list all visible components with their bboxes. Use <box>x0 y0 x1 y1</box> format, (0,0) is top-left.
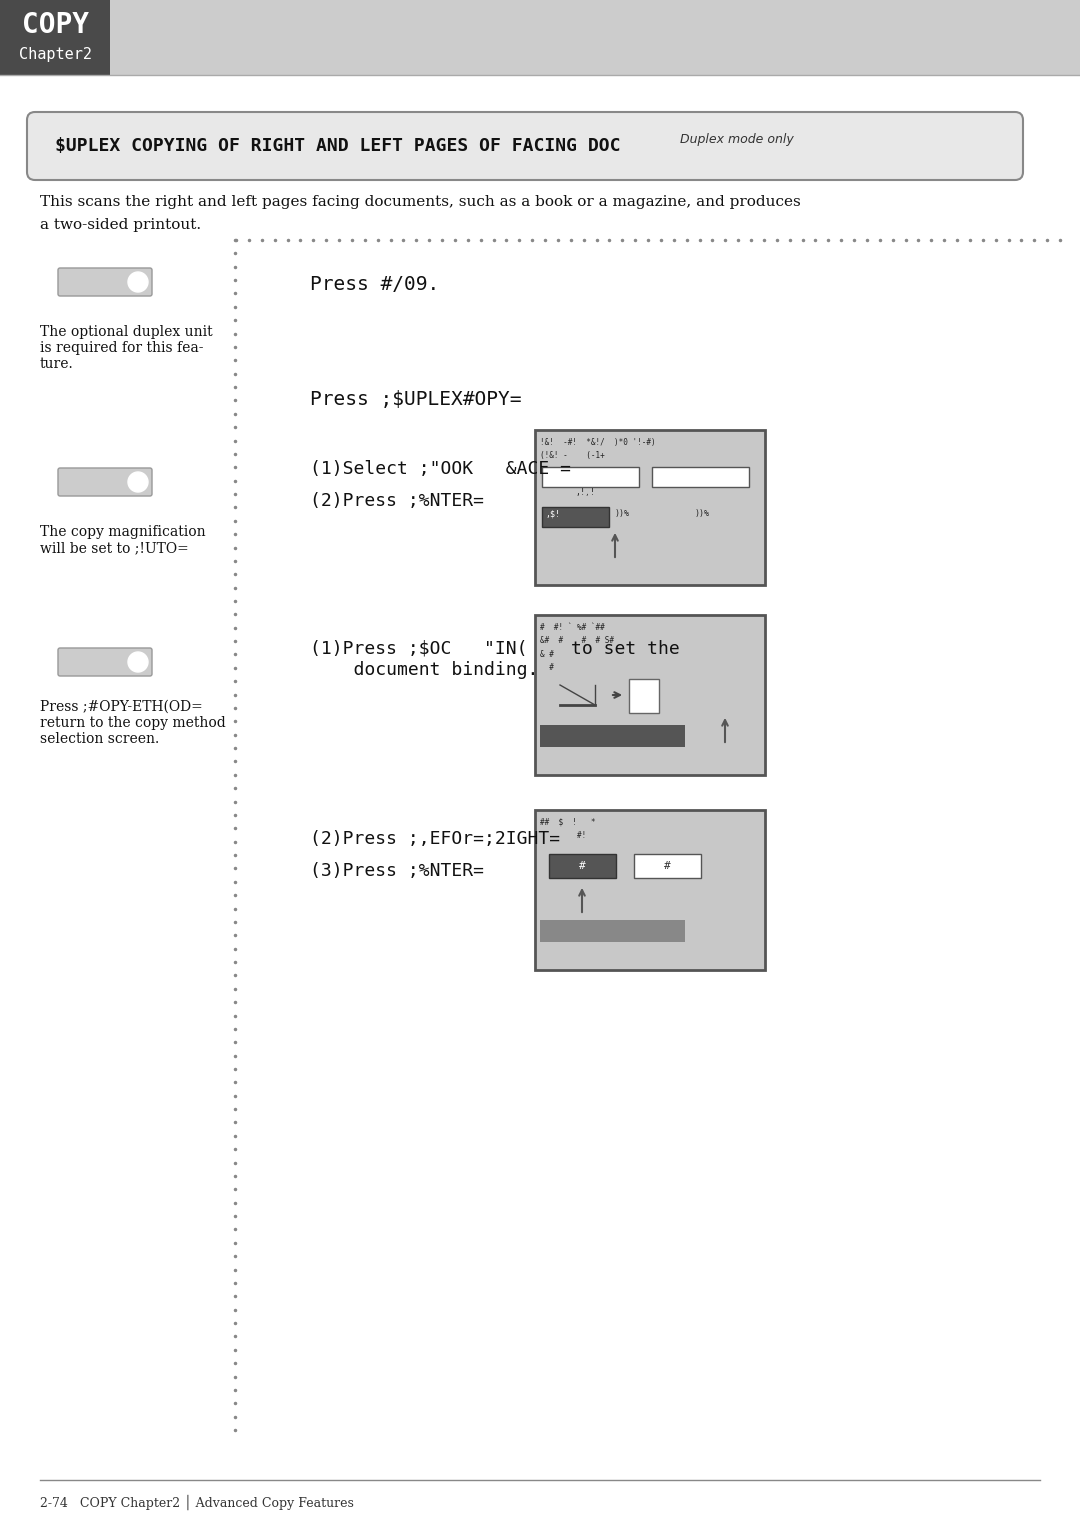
Text: (1)Select ;"OOK   &ACE =: (1)Select ;"OOK &ACE = <box>310 460 571 478</box>
Text: #  #! ` %# `##: # #! ` %# `## <box>540 623 605 632</box>
Text: This scans the right and left pages facing documents, such as a book or a magazi: This scans the right and left pages faci… <box>40 195 800 209</box>
Text: The optional duplex unit
is required for this fea-
ture.: The optional duplex unit is required for… <box>40 325 213 371</box>
Text: a two-sided printout.: a two-sided printout. <box>40 218 201 232</box>
FancyBboxPatch shape <box>542 467 639 487</box>
Text: ,$!: ,$! <box>545 508 561 518</box>
FancyBboxPatch shape <box>58 647 152 676</box>
Text: ))%: ))% <box>696 508 710 518</box>
Circle shape <box>129 652 148 672</box>
FancyBboxPatch shape <box>0 0 1080 75</box>
Text: ,$!        ,$!: ,$! ,$! <box>575 486 594 498</box>
Text: (3)Press ;%NTER=: (3)Press ;%NTER= <box>310 863 484 880</box>
Text: Press #/09.: Press #/09. <box>310 275 440 295</box>
Text: (1)Press ;$OC   "IN(    to set the
    document binding.: (1)Press ;$OC "IN( to set the document b… <box>310 640 679 680</box>
FancyBboxPatch shape <box>535 431 765 585</box>
Circle shape <box>129 472 148 492</box>
Text: #: # <box>540 663 554 672</box>
Text: #: # <box>663 861 671 870</box>
Text: & #: & # <box>540 651 554 660</box>
Text: Press ;#OPY-ETH(OD=
return to the copy method
selection screen.: Press ;#OPY-ETH(OD= return to the copy m… <box>40 699 226 747</box>
Text: $UPLEX COPYING OF RIGHT AND LEFT PAGES OF FACING DOC: $UPLEX COPYING OF RIGHT AND LEFT PAGES O… <box>55 137 621 156</box>
FancyBboxPatch shape <box>535 615 765 776</box>
Text: #!: #! <box>540 831 586 840</box>
Text: The copy magnification
will be set to ;!UTO=: The copy magnification will be set to ;!… <box>40 525 205 556</box>
FancyBboxPatch shape <box>540 725 685 747</box>
FancyBboxPatch shape <box>652 467 750 487</box>
Text: &#  #    #  # S#: &# # # # S# <box>540 637 615 644</box>
Text: !&!  -#!  *&!/  )*0 '!-#): !&! -#! *&!/ )*0 '!-#) <box>540 438 656 447</box>
FancyBboxPatch shape <box>549 854 616 878</box>
FancyBboxPatch shape <box>27 111 1023 180</box>
FancyBboxPatch shape <box>58 467 152 496</box>
Text: 2-74   COPY Chapter2 │ Advanced Copy Features: 2-74 COPY Chapter2 │ Advanced Copy Featu… <box>40 1495 354 1510</box>
Text: Chapter2: Chapter2 <box>18 47 92 63</box>
Text: (!&! -    (-1+: (!&! - (-1+ <box>540 450 605 460</box>
Circle shape <box>129 272 148 292</box>
FancyBboxPatch shape <box>542 507 609 527</box>
FancyBboxPatch shape <box>540 919 685 942</box>
Text: #: # <box>579 861 585 870</box>
Text: ##  $  !   *: ## $ ! * <box>540 818 595 828</box>
FancyBboxPatch shape <box>535 809 765 970</box>
Text: COPY: COPY <box>22 11 89 40</box>
FancyBboxPatch shape <box>0 0 110 75</box>
FancyBboxPatch shape <box>629 680 659 713</box>
FancyBboxPatch shape <box>634 854 701 878</box>
Text: (2)Press ;%NTER=: (2)Press ;%NTER= <box>310 492 484 510</box>
Text: Press ;$UPLEX#OPY=: Press ;$UPLEX#OPY= <box>310 389 522 409</box>
Text: (2)Press ;,EFOr=;2IGHT=: (2)Press ;,EFOr=;2IGHT= <box>310 831 561 847</box>
Text: Duplex mode only: Duplex mode only <box>680 133 794 147</box>
Text: ))%: ))% <box>615 508 630 518</box>
FancyBboxPatch shape <box>58 269 152 296</box>
